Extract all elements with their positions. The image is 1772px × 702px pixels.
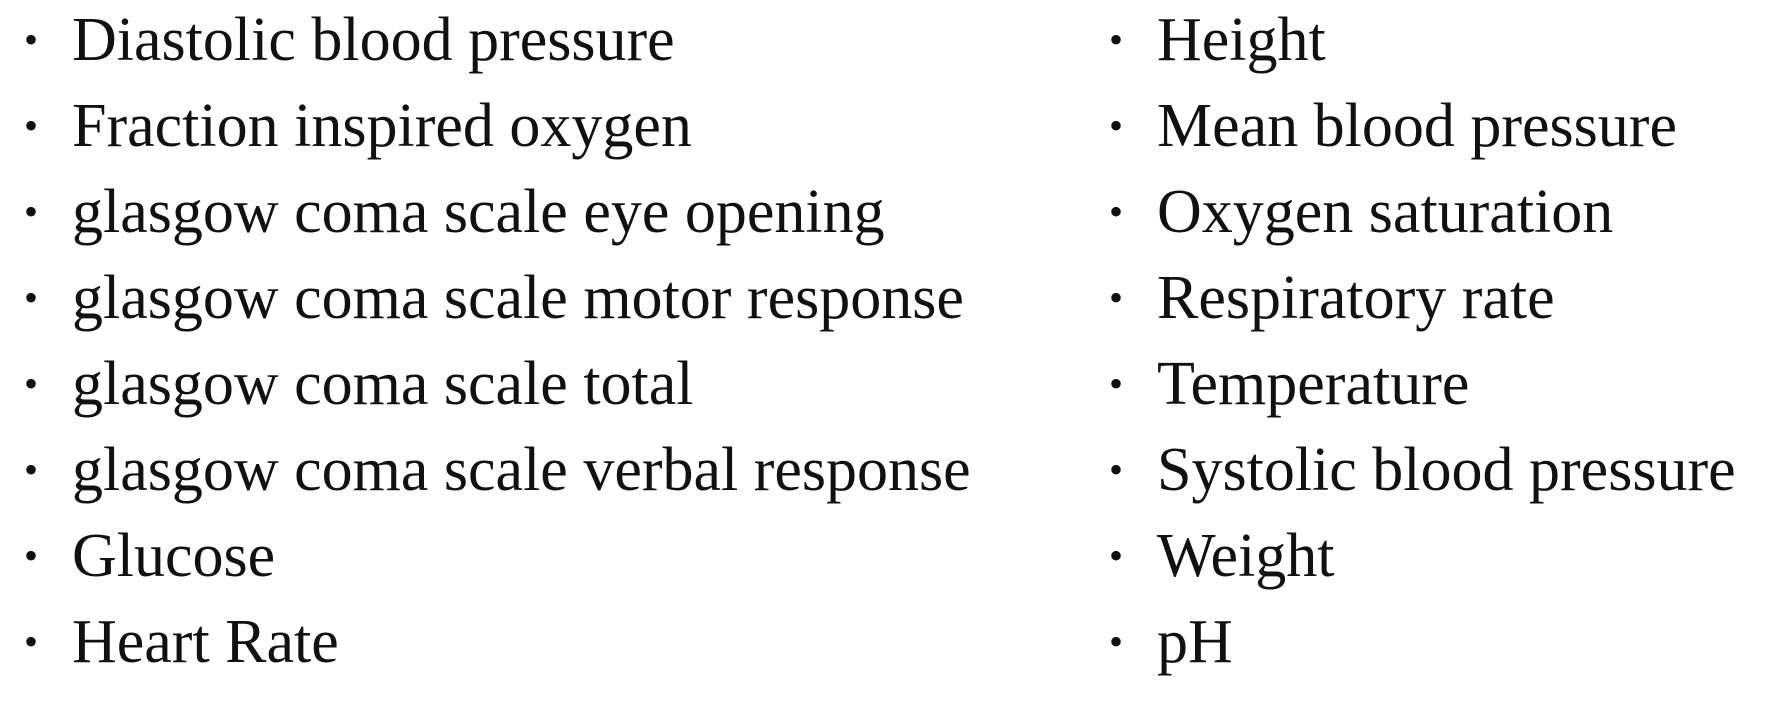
list-item: • Height (1105, 0, 1765, 86)
list-item: • Respiratory rate (1105, 258, 1765, 344)
bullet-icon: • (1109, 189, 1124, 234)
list-item-label: Temperature (1157, 350, 1470, 418)
list-item: • Diastolic blood pressure (20, 0, 1060, 86)
list-item-label: Mean blood pressure (1157, 92, 1677, 160)
bullet-icon: • (1109, 17, 1124, 62)
list-item: • glasgow coma scale eye opening (20, 172, 1060, 258)
bullet-icon: • (24, 533, 39, 578)
list-item: • Mean blood pressure (1105, 86, 1765, 172)
bullet-icon: • (24, 17, 39, 62)
list-item: • Oxygen saturation (1105, 172, 1765, 258)
list-item-label: glasgow coma scale motor response (72, 264, 964, 332)
bullet-icon: • (24, 447, 39, 492)
list-item-label: Fraction inspired oxygen (72, 92, 692, 160)
list-item-label: pH (1157, 608, 1233, 676)
list-item-label: Diastolic blood pressure (72, 6, 675, 74)
bullet-icon: • (1109, 103, 1124, 148)
list-item-label: Glucose (72, 522, 276, 590)
list-item: • glasgow coma scale verbal response (20, 430, 1060, 516)
bullet-icon: • (1109, 361, 1124, 406)
list-item-label: glasgow coma scale verbal response (72, 436, 971, 504)
list-item: • Weight (1105, 516, 1765, 602)
right-column-list: • Height • Mean blood pressure • Oxygen sat… (1105, 0, 1765, 688)
list-item: • Systolic blood pressure (1105, 430, 1765, 516)
list-item-label: Respiratory rate (1157, 264, 1555, 332)
bullet-icon: • (24, 103, 39, 148)
list-item-label: Weight (1157, 522, 1335, 590)
list-item-label: Systolic blood pressure (1157, 436, 1736, 504)
list-item: • pH (1105, 602, 1765, 688)
bullet-icon: • (1109, 619, 1124, 664)
list-item-label: Heart Rate (72, 608, 339, 676)
left-column-list: • Diastolic blood pressure • Fraction insp… (20, 0, 1060, 688)
list-item: • glasgow coma scale total (20, 344, 1060, 430)
list-item: • Glucose (20, 516, 1060, 602)
list-item: • Heart Rate (20, 602, 1060, 688)
list-item: • Temperature (1105, 344, 1765, 430)
bullet-icon: • (1109, 533, 1124, 578)
list-item-label: Height (1157, 6, 1326, 74)
bullet-icon: • (24, 361, 39, 406)
bullet-icon: • (1109, 447, 1124, 492)
list-item-label: Oxygen saturation (1157, 178, 1614, 246)
list-item-label: glasgow coma scale total (72, 350, 694, 418)
bullet-icon: • (24, 189, 39, 234)
bullet-icon: • (24, 275, 39, 320)
bullet-icon: • (1109, 275, 1124, 320)
list-item: • Fraction inspired oxygen (20, 86, 1060, 172)
list-item-label: glasgow coma scale eye opening (72, 178, 885, 246)
bullet-icon: • (24, 619, 39, 664)
list-item: • glasgow coma scale motor response (20, 258, 1060, 344)
